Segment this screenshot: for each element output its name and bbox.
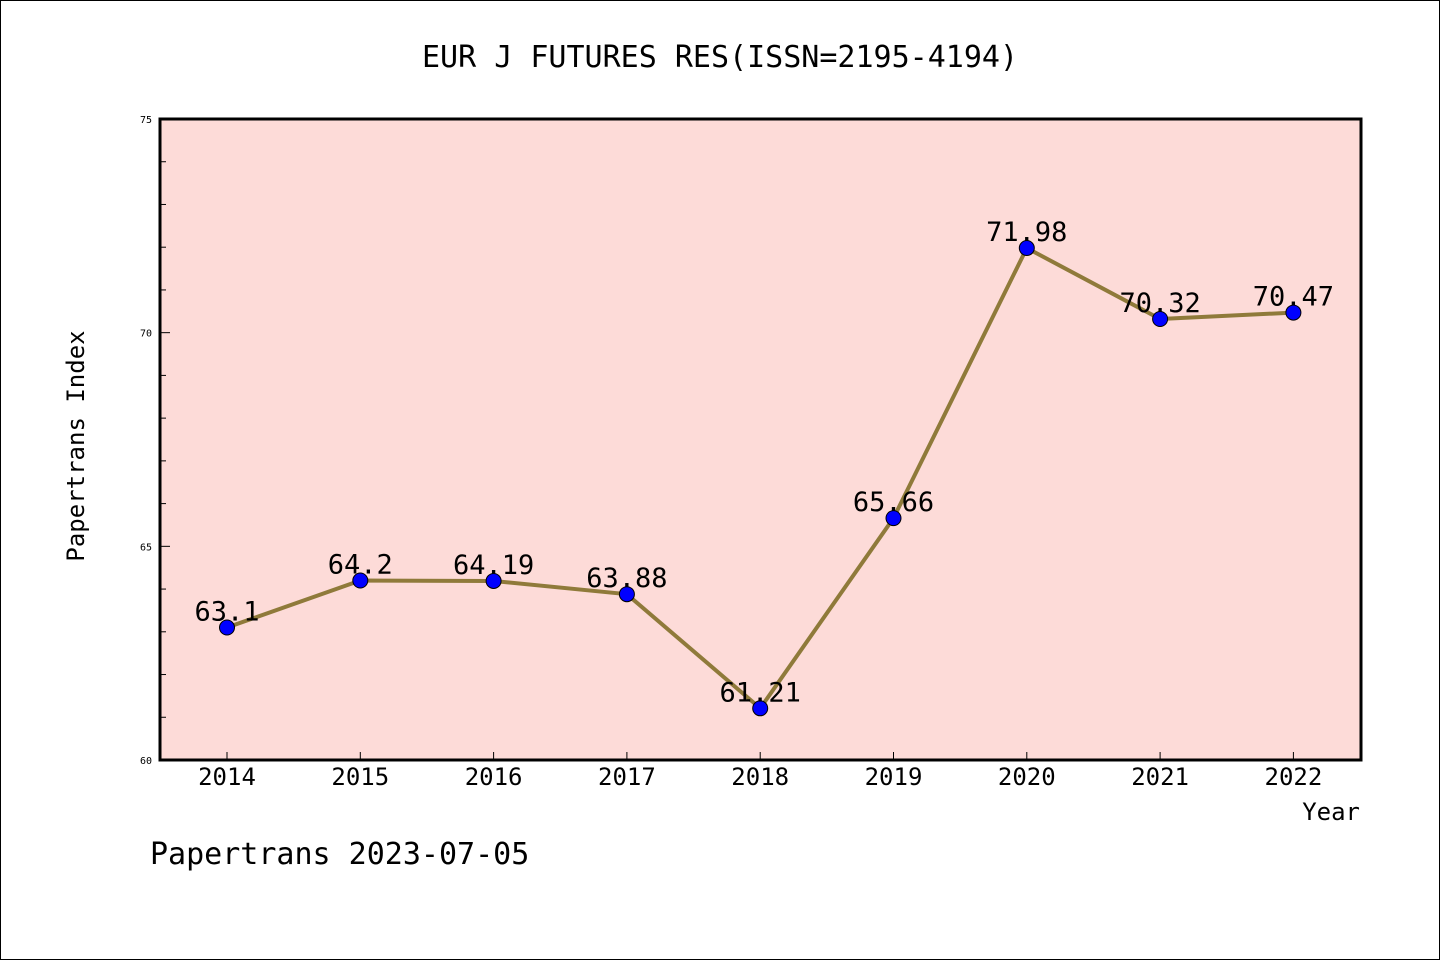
- y-tick-label: 65: [140, 542, 152, 553]
- data-point: [485, 572, 502, 589]
- data-label: 63.88: [586, 563, 667, 594]
- data-label: 61.21: [720, 677, 801, 708]
- data-label: 71.98: [986, 217, 1067, 248]
- x-tick-label: 2017: [598, 763, 656, 791]
- data-label: 65.66: [853, 487, 934, 518]
- x-tick-label: 2018: [731, 763, 789, 791]
- data-point: [219, 619, 235, 636]
- data-point: [1152, 310, 1169, 327]
- x-tick-label: 2014: [198, 763, 256, 791]
- data-point: [1285, 304, 1302, 321]
- data-point: [885, 510, 902, 527]
- plot-area: [158, 117, 1363, 762]
- data-label: 64.19: [453, 550, 534, 581]
- y-tick-label: 60: [140, 756, 152, 767]
- x-axis-label: Year: [1302, 798, 1360, 826]
- x-tick-label: 2019: [865, 763, 923, 791]
- y-tick-label: 70: [140, 329, 152, 340]
- chart-title: EUR J FUTURES RES(ISSN=2195-4194): [422, 40, 1018, 75]
- y-axis-label: Papertrans Index: [62, 330, 90, 561]
- data-label: 63.1: [194, 597, 259, 628]
- x-tick-label: 2020: [998, 763, 1056, 791]
- series-line-group: 63.1 64.2 64.19 63.88 61.21 65.66 71.98 70.32 70…: [194, 217, 1334, 717]
- footer-credit: Papertrans 2023-07-05: [150, 837, 529, 872]
- x-tick-label: 2021: [1131, 763, 1189, 791]
- data-label: 64.2: [328, 550, 393, 581]
- data-point: [1018, 240, 1035, 257]
- x-tick-label: 2015: [331, 763, 389, 791]
- x-tick-label: 2022: [1265, 763, 1323, 791]
- y-tick-label: 75: [140, 115, 152, 126]
- data-point: [352, 572, 369, 589]
- data-label: 70.32: [1119, 288, 1200, 319]
- data-point: [618, 586, 635, 603]
- y-axis: 60 65 70 75: [140, 115, 170, 767]
- x-tick-label: 2016: [465, 763, 523, 791]
- x-axis: 2014 2015 2016 2017 2018 2019 2020 2021 2022: [198, 752, 1322, 791]
- data-point: [752, 700, 769, 717]
- data-label: 70.47: [1253, 282, 1334, 313]
